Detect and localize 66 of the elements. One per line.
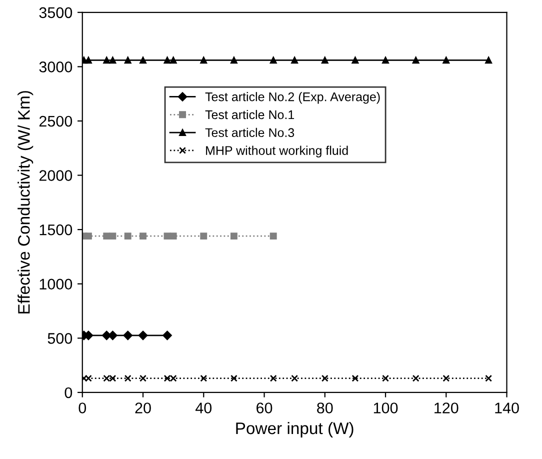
point: [442, 374, 450, 382]
point: [412, 56, 420, 64]
point: [84, 56, 92, 64]
x-tick-label: 40: [195, 402, 212, 414]
point: [270, 232, 277, 240]
point: [164, 56, 171, 64]
point: [170, 56, 177, 64]
point: [84, 232, 92, 240]
legend-label: Test article No.2 (Exp. Average): [205, 92, 380, 104]
point: [412, 374, 420, 382]
point: [108, 330, 118, 340]
point: [200, 374, 208, 382]
y-tick-label: 1000: [40, 278, 72, 290]
point: [140, 56, 146, 64]
point: [485, 56, 492, 64]
point: [109, 56, 116, 64]
y-axis-title: Effective Conductivity (W/ Km): [18, 91, 34, 314]
point: [442, 56, 450, 64]
point: [230, 232, 238, 240]
x-tick-label: 0: [78, 402, 86, 414]
y-tick-label: 500: [48, 333, 72, 344]
y-tick-label: 2000: [39, 170, 72, 181]
point: [124, 56, 132, 64]
point: [109, 232, 116, 240]
point: [162, 330, 172, 340]
x-tick-label: 60: [256, 402, 272, 414]
point: [291, 56, 298, 64]
x-tick-label: 120: [434, 402, 458, 414]
point: [123, 330, 132, 340]
point: [352, 374, 359, 382]
y-tick-label: 2500: [39, 116, 72, 127]
point: [352, 56, 359, 64]
point: [103, 232, 110, 240]
x-tick-label: 20: [135, 402, 151, 414]
point: [164, 232, 171, 240]
x-tick-label: 80: [317, 402, 333, 414]
point: [321, 56, 328, 64]
point: [321, 374, 328, 382]
point: [230, 374, 238, 382]
point: [230, 56, 238, 64]
point: [200, 232, 208, 240]
point: [124, 374, 132, 382]
point: [138, 330, 148, 340]
point: [124, 232, 132, 240]
point: [270, 374, 277, 382]
legend-label: MHP without working fluid: [206, 146, 348, 158]
point: [291, 374, 298, 382]
point: [382, 56, 389, 64]
point: [200, 56, 208, 64]
point: [170, 232, 177, 240]
x-tick-label: 140: [495, 402, 519, 414]
y-tick-label: 0: [64, 387, 72, 398]
legend-label: Test article No.3: [205, 128, 294, 138]
point: [103, 56, 110, 64]
x-tick-label: 100: [374, 402, 398, 414]
y-tick-label: 3500: [39, 7, 72, 18]
legend-label: Test article No.1: [205, 110, 294, 120]
point: [485, 374, 492, 382]
y-tick-label: 3000: [39, 62, 72, 72]
x-axis-title: Power input (W): [236, 422, 354, 438]
point: [382, 374, 389, 382]
point: [84, 374, 92, 382]
point: [270, 56, 277, 64]
point: [140, 374, 146, 382]
point: [140, 232, 146, 240]
y-tick-label: 1500: [40, 224, 72, 236]
